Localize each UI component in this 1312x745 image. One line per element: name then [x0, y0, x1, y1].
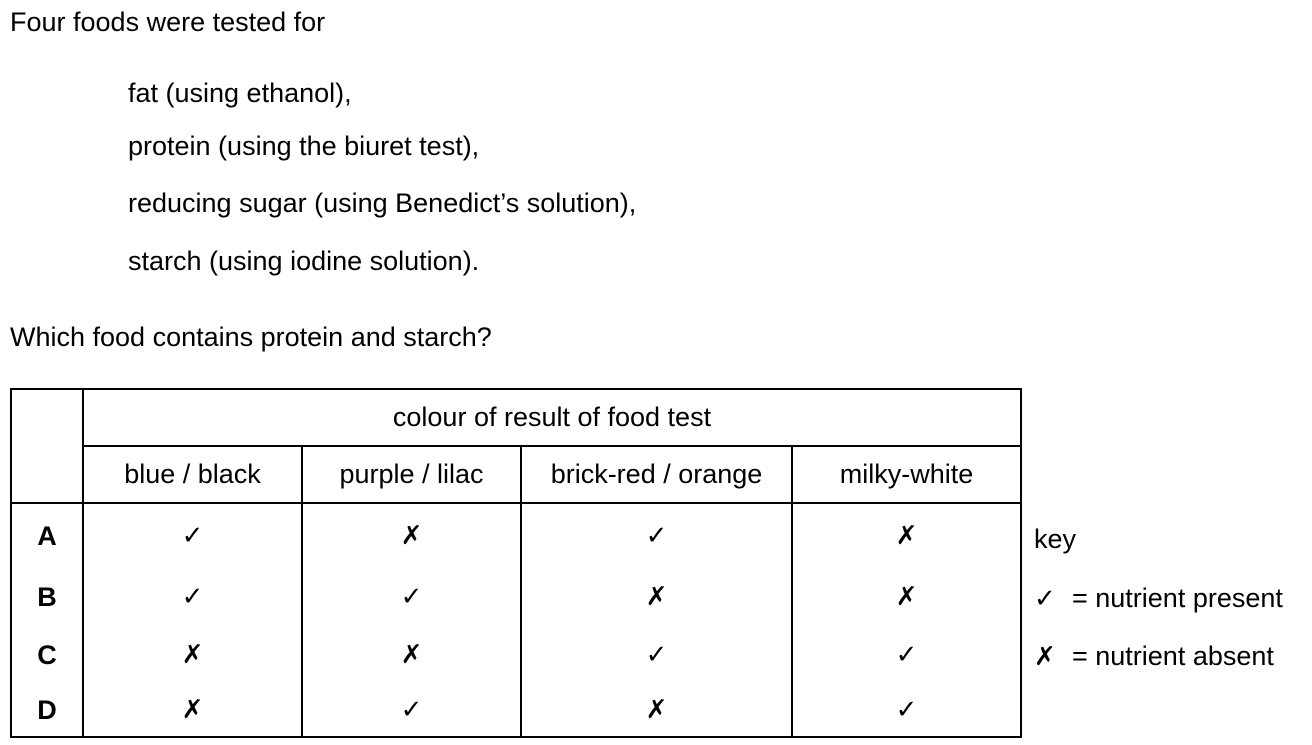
- key-absent: ✗ = nutrient absent: [1034, 641, 1274, 672]
- mark-cell: ✓: [82, 502, 303, 568]
- row-label-c: C: [10, 626, 84, 684]
- mark-cell: ✗: [301, 502, 522, 568]
- mark-cell: ✗: [301, 626, 522, 684]
- table-row: C ✗ ✗ ✓ ✓: [10, 626, 1022, 684]
- test-item-starch: starch (using iodine solution).: [128, 246, 480, 276]
- mark-cell: ✗: [82, 626, 303, 684]
- mark-cell: ✓: [520, 626, 793, 684]
- row-label-a: A: [10, 502, 84, 568]
- table-corner-cell: [10, 388, 84, 504]
- mark-cell: ✓: [301, 684, 522, 738]
- mark-cell: ✗: [791, 568, 1022, 626]
- mark-cell: ✗: [791, 502, 1022, 568]
- column-header-milky-white: milky-white: [791, 445, 1022, 504]
- key-title: key: [1034, 524, 1077, 554]
- test-item-fat: fat (using ethanol),: [128, 78, 352, 108]
- question-text: Which food contains protein and starch?: [10, 322, 492, 352]
- table-row: D ✗ ✓ ✗ ✓: [10, 684, 1022, 738]
- mark-cell: ✓: [791, 684, 1022, 738]
- check-icon: ✓: [1034, 584, 1056, 614]
- column-header-purple-lilac: purple / lilac: [301, 445, 522, 504]
- column-header-brick-red-orange: brick-red / orange: [520, 445, 793, 504]
- test-item-reducing-sugar: reducing sugar (using Benedict’s solutio…: [128, 188, 637, 218]
- column-header-blue-black: blue / black: [82, 445, 303, 504]
- mark-cell: ✓: [82, 568, 303, 626]
- row-label-b: B: [10, 568, 84, 626]
- mark-cell: ✗: [82, 684, 303, 738]
- table-row: B ✓ ✓ ✗ ✗: [10, 568, 1022, 626]
- mark-cell: ✓: [520, 502, 793, 568]
- key-present: ✓ = nutrient present: [1034, 583, 1283, 614]
- key-present-text: = nutrient present: [1072, 583, 1283, 613]
- mark-cell: ✓: [301, 568, 522, 626]
- mark-cell: ✓: [791, 626, 1022, 684]
- test-item-protein: protein (using the biuret test),: [128, 131, 480, 161]
- intro-text: Four foods were tested for: [10, 7, 326, 37]
- mark-cell: ✗: [520, 684, 793, 738]
- cross-icon: ✗: [1034, 642, 1056, 672]
- food-test-table: colour of result of food test blue / bla…: [10, 388, 1022, 738]
- row-label-d: D: [10, 684, 84, 738]
- table-row: A ✓ ✗ ✓ ✗: [10, 502, 1022, 568]
- mark-cell: ✗: [520, 568, 793, 626]
- key-absent-text: = nutrient absent: [1072, 641, 1274, 671]
- table-group-header: colour of result of food test: [82, 388, 1022, 447]
